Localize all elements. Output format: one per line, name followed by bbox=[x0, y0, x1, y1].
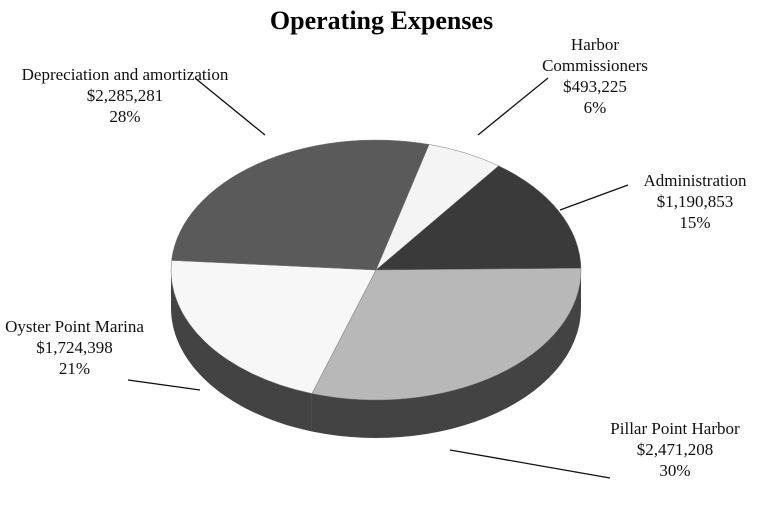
leader-line bbox=[449, 449, 611, 479]
value-label: $1,724,398 bbox=[36, 338, 113, 357]
value-label: $2,285,281 bbox=[86, 86, 164, 105]
leader-line bbox=[559, 184, 629, 211]
pie-slice bbox=[171, 139, 430, 271]
percent-label: 30% bbox=[659, 461, 691, 480]
category-label: Administration bbox=[643, 171, 747, 190]
slice-label: Pillar Point Harbor $2,471,208 30% bbox=[590, 418, 760, 481]
leader-line bbox=[194, 77, 266, 136]
slice-label: Administration $1,190,853 15% bbox=[610, 170, 763, 233]
chart-title: Operating Expenses bbox=[269, 6, 494, 35]
pie-slice bbox=[170, 260, 377, 394]
pie-slice bbox=[375, 165, 582, 271]
slice-label: Harbor Commissioners $493,225 6% bbox=[520, 34, 670, 118]
slice-side bbox=[311, 270, 581, 438]
category-label: Pillar Point Harbor bbox=[610, 419, 740, 438]
percent-label: 28% bbox=[109, 107, 141, 126]
leader-line bbox=[477, 77, 549, 136]
category-label: Harbor Commissioners bbox=[542, 35, 648, 75]
slice-side bbox=[171, 270, 312, 432]
percent-label: 15% bbox=[679, 213, 711, 232]
slice-label: Oyster Point Marina $1,724,398 21% bbox=[2, 316, 147, 379]
value-label: $493,225 bbox=[563, 77, 627, 96]
percent-label: 21% bbox=[58, 359, 91, 378]
slice-label: Depreciation and amortization $2,285,281 2… bbox=[20, 64, 230, 127]
category-label: Oyster Point Marina bbox=[5, 317, 144, 336]
pie-slice bbox=[311, 268, 582, 401]
percent-label: 6% bbox=[583, 98, 607, 117]
value-label: $2,471,208 bbox=[636, 440, 714, 459]
value-label: $1,190,853 bbox=[656, 192, 734, 211]
category-label: Depreciation and amortization bbox=[21, 65, 229, 84]
leader-line bbox=[127, 379, 201, 391]
